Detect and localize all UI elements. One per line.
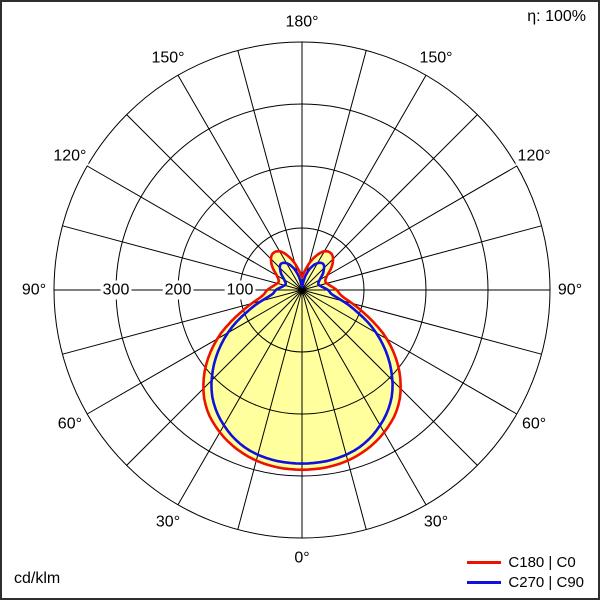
radial-axis-label-bg bbox=[162, 280, 194, 300]
angle-label-text: 60° bbox=[58, 416, 82, 433]
angle-label: 90° bbox=[555, 280, 585, 300]
angle-label-bg bbox=[515, 146, 553, 166]
grid-spoke bbox=[301, 289, 427, 506]
legend-label-c0: C180 | C0 bbox=[508, 554, 576, 571]
angle-label-text: 150° bbox=[419, 49, 452, 66]
legend-label-c90: C270 | C90 bbox=[508, 574, 584, 591]
grid-spoke bbox=[301, 165, 518, 291]
grid-spoke bbox=[301, 74, 427, 291]
legend-line-red-icon bbox=[467, 561, 502, 564]
angle-label-bg bbox=[283, 12, 321, 32]
angle-label: 0° bbox=[292, 548, 312, 568]
legend-line-blue-icon bbox=[467, 581, 502, 584]
angle-label-text: 90° bbox=[558, 282, 582, 299]
radial-axis-label-bg bbox=[224, 280, 256, 300]
angle-label-bg bbox=[51, 146, 89, 166]
grid-spoke bbox=[177, 289, 303, 506]
angle-label-text: 60° bbox=[522, 416, 546, 433]
angle-label-bg bbox=[417, 48, 455, 68]
angle-label-bg bbox=[519, 414, 549, 434]
grid-spoke bbox=[177, 74, 303, 291]
grid-spoke bbox=[237, 289, 303, 530]
angle-label-bg bbox=[55, 414, 85, 434]
legend-item-c90: C270 | C90 bbox=[467, 574, 584, 591]
efficiency-label: η: 100% bbox=[527, 8, 586, 25]
legend-item-c0: C180 | C0 bbox=[467, 554, 584, 571]
angle-label: 60° bbox=[55, 414, 85, 434]
angle-label-text: 30° bbox=[424, 514, 448, 531]
angle-label-bg bbox=[555, 280, 585, 300]
curve-c270-c90 bbox=[210, 261, 394, 465]
grid-spoke bbox=[301, 289, 478, 466]
grid-spoke bbox=[86, 289, 303, 415]
angle-label-bg bbox=[19, 280, 49, 300]
angle-label: 60° bbox=[519, 414, 549, 434]
angle-label-bg bbox=[149, 48, 187, 68]
angle-label-text: 120° bbox=[53, 148, 86, 165]
grid-spoke bbox=[301, 50, 367, 291]
grid-spoke bbox=[301, 114, 478, 291]
radial-axis-label: 100 bbox=[224, 280, 256, 300]
grid-spoke bbox=[301, 225, 542, 291]
angle-label: 30° bbox=[153, 512, 183, 532]
angle-label: 90° bbox=[19, 280, 49, 300]
grid-spoke bbox=[237, 50, 303, 291]
legend: C180 | C0 C270 | C90 bbox=[467, 554, 584, 591]
angle-label: 150° bbox=[149, 48, 187, 68]
angle-label-text: 30° bbox=[156, 514, 180, 531]
grid-spoke bbox=[126, 289, 303, 466]
grid-spoke bbox=[126, 114, 303, 291]
angle-label-text: 90° bbox=[22, 282, 46, 299]
angle-label: 180° bbox=[283, 12, 321, 32]
angle-label-text: 150° bbox=[151, 49, 184, 66]
angle-label-text: 0° bbox=[294, 550, 309, 567]
angle-label-bg bbox=[153, 512, 183, 532]
angle-label: 120° bbox=[51, 146, 89, 166]
radial-axis-label-text: 300 bbox=[103, 282, 130, 299]
angle-label-text: 120° bbox=[518, 148, 551, 165]
radial-axis-label-text: 100 bbox=[227, 282, 254, 299]
angle-label-bg bbox=[292, 548, 312, 568]
angle-label-text: 180° bbox=[285, 14, 318, 31]
polar-grid bbox=[53, 41, 551, 539]
angle-label: 150° bbox=[417, 48, 455, 68]
radial-axis-label-text: 200 bbox=[165, 282, 192, 299]
labels-layer: 100 200 300 0° 30° 30° 60° 60° 90° 90° 120° 120° 150… bbox=[19, 12, 585, 568]
unit-label: cd/klm bbox=[14, 570, 61, 587]
angle-label-bg bbox=[421, 512, 451, 532]
grid-spoke bbox=[301, 289, 367, 530]
grid-spoke bbox=[62, 225, 303, 291]
angle-label: 30° bbox=[421, 512, 451, 532]
angle-label: 120° bbox=[515, 146, 553, 166]
curve-c180-c0 bbox=[202, 249, 402, 472]
radial-axis-label: 300 bbox=[100, 280, 132, 300]
radial-axis-label: 200 bbox=[162, 280, 194, 300]
curves-layer bbox=[202, 249, 402, 472]
radial-axis-label-bg bbox=[100, 280, 132, 300]
grid-spoke bbox=[86, 165, 303, 291]
grid-spoke bbox=[301, 289, 518, 415]
